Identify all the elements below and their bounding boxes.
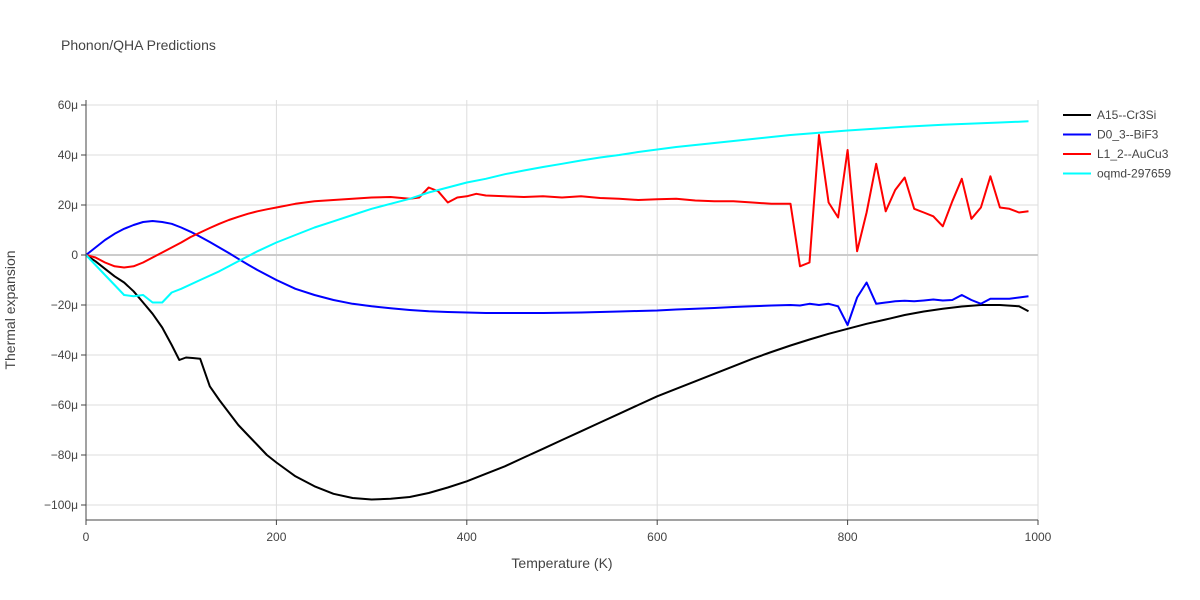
y-tick-label: 0: [71, 248, 78, 262]
y-tick-label: −60μ: [51, 398, 78, 412]
chart-title: Phonon/QHA Predictions: [61, 37, 216, 53]
legend-label: L1_2--AuCu3: [1097, 147, 1169, 161]
series-line-l1-2-aucu3: [85, 134, 1029, 269]
x-tick-label: 0: [83, 530, 90, 544]
y-tick-label: −100μ: [44, 498, 78, 512]
legend-label: D0_3--BiF3: [1097, 128, 1159, 142]
y-tick-label: 20μ: [58, 198, 78, 212]
series-lines: [85, 120, 1029, 501]
y-tick-label: −20μ: [51, 298, 78, 312]
x-tick-label: 400: [457, 530, 477, 544]
y-tick-label: −80μ: [51, 448, 78, 462]
legend-label: oqmd-297659: [1097, 167, 1171, 181]
x-tick-label: 1000: [1025, 530, 1052, 544]
y-tick-label: −40μ: [51, 348, 78, 362]
grid: [85, 100, 1039, 520]
x-tick-label: 800: [838, 530, 858, 544]
x-axis-title: Temperature (K): [511, 555, 612, 571]
series-line-oqmd-297659: [85, 120, 1029, 304]
series-line-a15-cr3si: [85, 254, 1029, 501]
y-tick-label: 40μ: [58, 148, 78, 162]
y-axis-title: Thermal expansion: [2, 250, 18, 369]
legend: A15--Cr3Si D0_3--BiF3 L1_2--AuCu3 oqmd-2976…: [1063, 108, 1171, 181]
y-tick-label: 60μ: [58, 98, 78, 112]
x-tick-label: 600: [647, 530, 667, 544]
series-line-d0-3-bif3: [85, 220, 1029, 326]
legend-label: A15--Cr3Si: [1097, 108, 1156, 122]
axes: 0 200 400 600 800 1000 60μ 40μ 20μ 0 −20μ −40μ −60μ −…: [44, 98, 1052, 544]
x-tick-label: 200: [266, 530, 286, 544]
